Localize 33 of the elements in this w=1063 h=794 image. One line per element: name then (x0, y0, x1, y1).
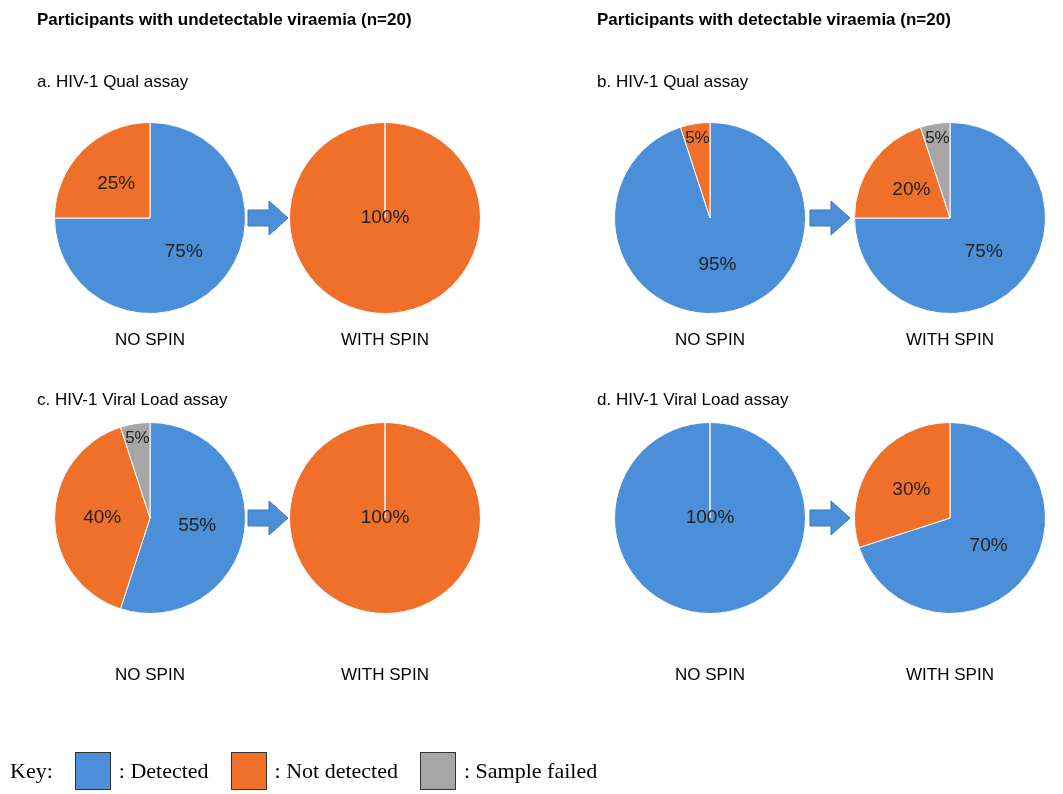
legend-title: Key: (10, 758, 53, 784)
data-label: 100% (360, 206, 410, 228)
text: NO SPIN (674, 665, 746, 685)
data-label: 100% (360, 506, 410, 528)
data-label: 100% (685, 506, 735, 528)
data-label: 75% (964, 240, 1003, 261)
text: NO SPIN (114, 665, 186, 685)
data-label: 75% (164, 240, 203, 261)
legend-label: : Sample failed (463, 758, 598, 784)
data-label: 55% (178, 513, 217, 535)
data-label: 30% (892, 478, 931, 500)
data-label: 25% (97, 172, 136, 194)
text: NO SPIN (114, 330, 186, 350)
text: WITH SPIN (905, 330, 995, 350)
text: NO SPIN (674, 330, 746, 350)
data-label: 40% (83, 506, 122, 528)
chart-title: Participants with detectable viraemia (n=20) (597, 10, 951, 30)
data-label: 70% (969, 534, 1008, 556)
data-label: 20% (892, 178, 931, 200)
chart-subtitle: a. HIV-1 Qual assay (37, 72, 189, 92)
text: WITH SPIN (340, 330, 430, 350)
data-label: 95% (698, 253, 737, 275)
text: WITH SPIN (905, 665, 995, 685)
chart-subtitle: b. HIV-1 Qual assay (597, 72, 749, 92)
data-label: 5% (925, 128, 950, 148)
legend-label: : Not detected (274, 758, 398, 784)
data-label: 5% (685, 128, 710, 148)
chart-title: Participants with undetectable viraemia (n=20) (37, 10, 412, 30)
data-label: 5% (125, 428, 150, 448)
legend-label: : Detected (118, 758, 209, 784)
text: WITH SPIN (340, 665, 430, 685)
chart-subtitle: d. HIV-1 Viral Load assay (597, 390, 789, 410)
chart-subtitle: c. HIV-1 Viral Load assay (37, 390, 228, 410)
